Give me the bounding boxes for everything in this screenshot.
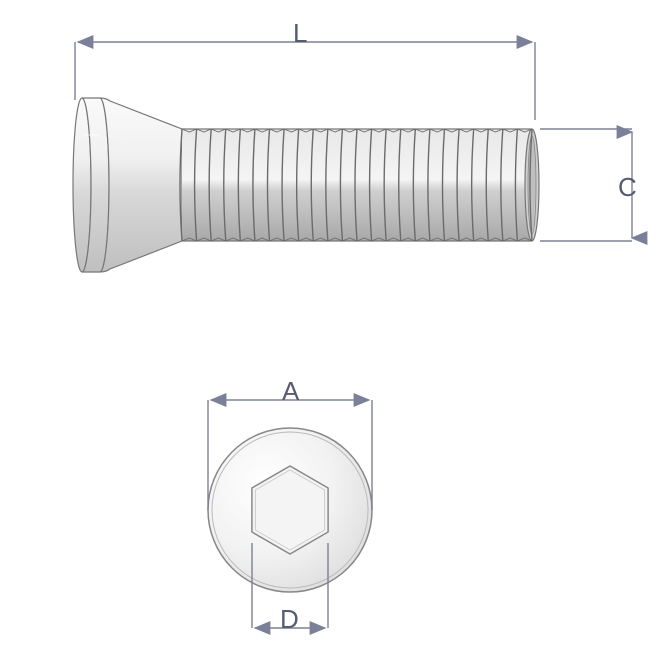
technical-drawing: L C A D bbox=[0, 0, 670, 670]
screw-front-view bbox=[208, 428, 372, 592]
dim-L bbox=[75, 42, 535, 120]
dim-label-L: L bbox=[293, 18, 307, 49]
dim-label-C: C bbox=[618, 172, 637, 203]
screw-side-view bbox=[73, 98, 539, 272]
drawing-svg bbox=[0, 0, 670, 670]
dim-label-D: D bbox=[280, 604, 299, 635]
dim-label-A: A bbox=[282, 376, 299, 407]
